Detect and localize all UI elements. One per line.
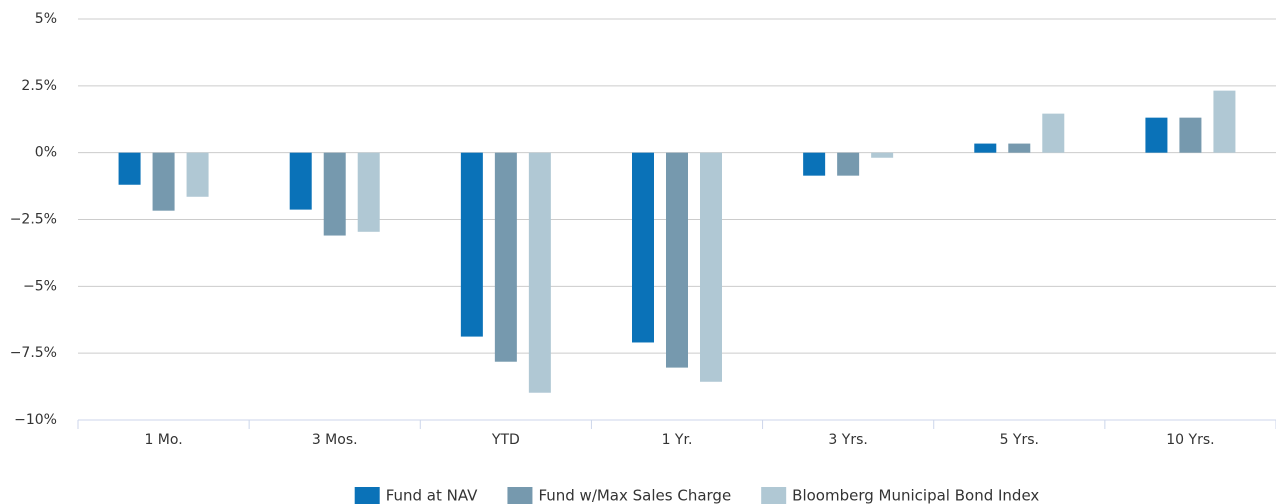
x-tick-label: 3 Yrs. bbox=[828, 432, 867, 448]
bar bbox=[1008, 143, 1031, 153]
bar bbox=[1145, 117, 1168, 153]
x-tick-label: 1 Yr. bbox=[662, 432, 693, 448]
legend-swatch bbox=[354, 487, 380, 504]
y-tick-label: −2.5% bbox=[10, 212, 57, 228]
legend-swatch bbox=[761, 487, 787, 504]
bar bbox=[323, 152, 346, 236]
bar bbox=[289, 152, 312, 210]
x-tick-label: 5 Yrs. bbox=[1000, 432, 1039, 448]
bar bbox=[1042, 113, 1065, 153]
bar bbox=[632, 152, 654, 343]
x-tick-label: 3 Mos. bbox=[312, 432, 358, 448]
bar bbox=[357, 152, 380, 232]
bar bbox=[803, 152, 826, 176]
bar bbox=[974, 143, 997, 153]
x-tick-label: 1 Mo. bbox=[144, 432, 182, 448]
bar bbox=[871, 152, 894, 158]
x-tick-label: 10 Yrs. bbox=[1166, 432, 1214, 448]
y-tick-label: −10% bbox=[14, 412, 57, 428]
legend-label: Fund w/Max Sales Charge bbox=[538, 487, 731, 504]
y-tick-label: 2.5% bbox=[21, 78, 57, 94]
bar bbox=[666, 152, 688, 368]
bar bbox=[837, 152, 860, 176]
legend-label: Fund at NAV bbox=[386, 487, 478, 504]
legend-swatch bbox=[507, 487, 533, 504]
y-tick-label: −5% bbox=[23, 278, 57, 294]
bar bbox=[1213, 90, 1236, 153]
bar bbox=[186, 152, 209, 197]
y-tick-label: 0% bbox=[35, 145, 57, 161]
y-tick-label: −7.5% bbox=[10, 345, 57, 361]
bar bbox=[700, 152, 722, 382]
bar bbox=[460, 152, 483, 337]
y-tick-label: 5% bbox=[35, 11, 57, 27]
bar bbox=[1179, 117, 1202, 153]
bar bbox=[494, 152, 517, 362]
bar bbox=[118, 152, 141, 185]
x-tick-label: YTD bbox=[491, 432, 520, 448]
bar bbox=[528, 152, 551, 393]
bar bbox=[152, 152, 175, 211]
legend-label: Bloomberg Municipal Bond Index bbox=[792, 487, 1039, 504]
